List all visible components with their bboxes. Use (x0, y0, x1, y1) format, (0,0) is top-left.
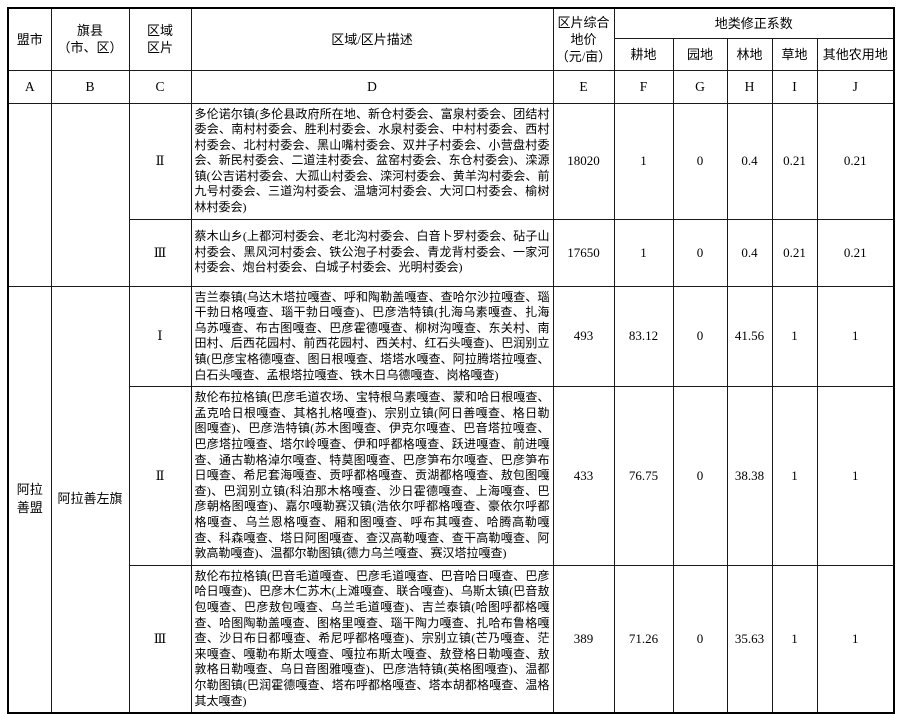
desc-cell: 蔡木山乡(上都河村委会、老北沟村委会、白音卜罗村委会、砧子山村委会、黑风河村委会… (190, 218, 554, 287)
table-row: 阿拉善盟 阿拉善左旗 Ⅰ 吉兰泰镇(乌达木塔拉嘎查、呼和陶勒盖嘎查、查哈尔沙拉嘎… (7, 285, 895, 714)
desc-cell: 多伦诺尔镇(多伦县政府所在地、新仓村委会、富泉村委会、团结村委会、南村村委会、胜… (190, 102, 554, 220)
zone-cell: Ⅲ (128, 218, 192, 287)
coeff-farmland-cell: 1 (613, 218, 674, 287)
coeff-other-cell: 1 (816, 564, 895, 714)
price-cell: 389 (552, 564, 615, 714)
header-zone-line2: 区片 (146, 40, 173, 56)
header-banner: 旗县 （市、区） (50, 7, 130, 71)
coeff-forest-cell: 0.4 (726, 218, 773, 287)
table-row: Ⅱ 多伦诺尔镇(多伦县政府所在地、新仓村委会、富泉村委会、团结村委会、南村村委会… (7, 102, 895, 287)
header-price-line2: 地价 (570, 31, 597, 47)
header-coeff-grassland: 草地 (771, 37, 818, 71)
column-letter-h: H (726, 69, 773, 104)
coeff-forest-cell: 41.56 (726, 285, 773, 388)
coeff-other-cell: 0.21 (816, 102, 895, 220)
coeff-forest-cell: 35.63 (726, 564, 773, 714)
header-coeff-garden: 园地 (672, 37, 728, 71)
desc-cell: 吉兰泰镇(乌达木塔拉嘎查、呼和陶勒盖嘎查、查哈尔沙拉嘎查、瑙干勃日格嘎查、瑙干勃… (190, 285, 554, 388)
land-price-table: 盟市 旗县 （市、区） 区域 区片 区域/区片描述 区片综合 地价 （元/亩） … (7, 7, 896, 714)
coeff-farmland-cell: 83.12 (613, 285, 674, 388)
column-letter-d: D (190, 69, 554, 104)
header-banner-line1: 旗县 (76, 23, 103, 39)
coeff-garden-cell: 0 (672, 386, 728, 566)
column-letter-i: I (771, 69, 818, 104)
header-zone-line1: 区域 (146, 23, 173, 39)
price-cell: 493 (552, 285, 615, 388)
coeff-grassland-cell: 0.21 (771, 218, 818, 287)
coeff-garden-cell: 0 (672, 218, 728, 287)
desc-cell: 敖伦布拉格镇(巴音毛道嘎查、巴彦毛道嘎查、巴音哈日嘎查、巴彦哈日嘎查)、巴彦木仁… (190, 564, 554, 714)
column-letter-row: A B C D E F G H I J (7, 69, 895, 104)
coeff-farmland-cell: 76.75 (613, 386, 674, 566)
price-cell: 17650 (552, 218, 615, 287)
price-cell: 18020 (552, 102, 615, 220)
header-zone: 区域 区片 (128, 7, 192, 71)
coeff-garden-cell: 0 (672, 285, 728, 388)
coeff-other-cell: 0.21 (816, 218, 895, 287)
header-coeff-forest: 林地 (726, 37, 773, 71)
column-letter-f: F (613, 69, 674, 104)
coeff-garden-cell: 0 (672, 564, 728, 714)
coeff-grassland-cell: 1 (771, 564, 818, 714)
column-letter-j: J (816, 69, 895, 104)
header-price: 区片综合 地价 （元/亩） (552, 7, 615, 71)
header-row-2: 耕地 园地 林地 草地 其他农用地 (8, 37, 895, 71)
header-price-line1: 区片综合 (557, 14, 610, 30)
column-letter-a: A (7, 69, 52, 104)
banner-cell: 阿拉善左旗 (50, 285, 130, 714)
league-cell: 阿拉善盟 (7, 285, 52, 714)
coeff-farmland-cell: 1 (613, 102, 674, 220)
coeff-grassland-cell: 1 (771, 285, 818, 388)
coeff-other-cell: 1 (816, 386, 895, 566)
coeff-grassland-cell: 0.21 (771, 102, 818, 220)
header-coeff-group: 地类修正系数 (613, 7, 895, 39)
header-coeff-farmland: 耕地 (613, 37, 674, 71)
coeff-forest-cell: 38.38 (726, 386, 773, 566)
column-letter-e: E (552, 69, 615, 104)
table-row: Ⅱ 敖伦布拉格镇(巴彦毛道农场、宝特根乌素嘎查、蒙和哈日根嘎查、孟克哈日根嘎查、… (8, 386, 895, 566)
coeff-farmland-cell: 71.26 (613, 564, 674, 714)
coeff-garden-cell: 0 (672, 102, 728, 220)
coeff-forest-cell: 0.4 (726, 102, 773, 220)
header-banner-line2: （市、区） (57, 40, 123, 56)
banner-cell-empty (50, 102, 130, 287)
coeff-grassland-cell: 1 (771, 386, 818, 566)
zone-cell: Ⅱ (128, 102, 192, 220)
zone-cell: Ⅲ (128, 564, 192, 714)
header-coeff-other: 其他农用地 (816, 37, 895, 71)
desc-cell: 敖伦布拉格镇(巴彦毛道农场、宝特根乌素嘎查、蒙和哈日根嘎查、孟克哈日根嘎查、其格… (190, 386, 554, 566)
price-cell: 433 (552, 386, 615, 566)
column-letter-c: C (128, 69, 192, 104)
league-cell-empty (7, 102, 52, 287)
zone-cell: Ⅱ (128, 386, 192, 566)
table-row: Ⅲ 敖伦布拉格镇(巴音毛道嘎查、巴彦毛道嘎查、巴音哈日嘎查、巴彦哈日嘎查)、巴彦… (8, 564, 895, 714)
coeff-other-cell: 1 (816, 285, 895, 388)
column-letter-g: G (672, 69, 728, 104)
header-row-1: 盟市 旗县 （市、区） 区域 区片 区域/区片描述 区片综合 地价 （元/亩） … (7, 7, 895, 71)
header-price-line3: （元/亩） (555, 48, 612, 64)
zone-cell: Ⅰ (128, 285, 192, 388)
table-row: Ⅲ 蔡木山乡(上都河村委会、老北沟村委会、白音卜罗村委会、砧子山村委会、黑风河村… (8, 218, 895, 287)
header-league: 盟市 (7, 7, 52, 71)
header-description: 区域/区片描述 (190, 7, 554, 71)
column-letter-b: B (50, 69, 130, 104)
